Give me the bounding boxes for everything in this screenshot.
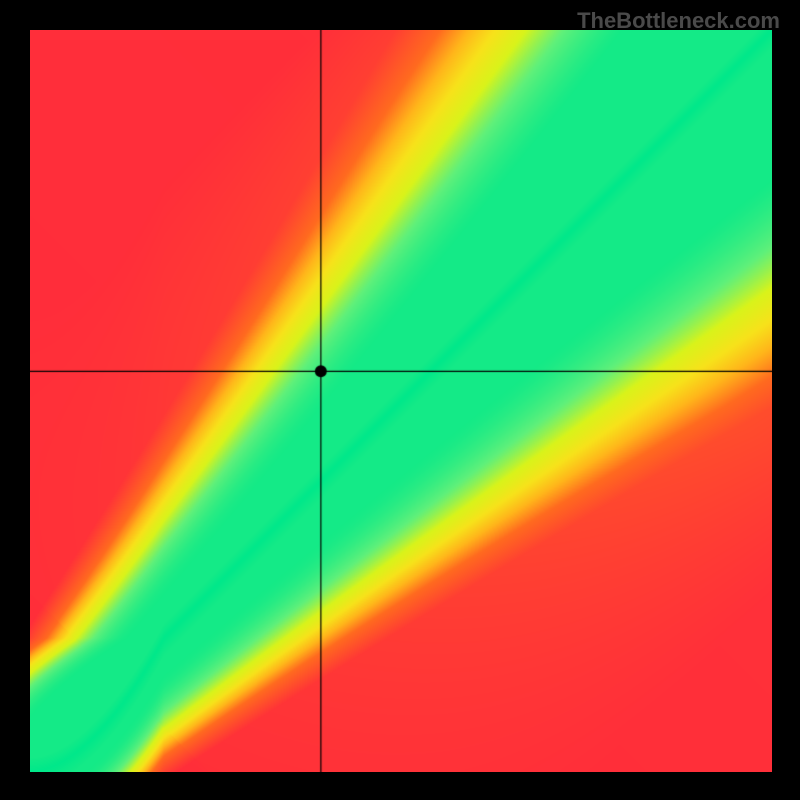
heatmap-canvas — [30, 30, 772, 772]
plot-area — [30, 30, 772, 772]
watermark-text: TheBottleneck.com — [577, 8, 780, 34]
chart-container: TheBottleneck.com — [0, 0, 800, 800]
